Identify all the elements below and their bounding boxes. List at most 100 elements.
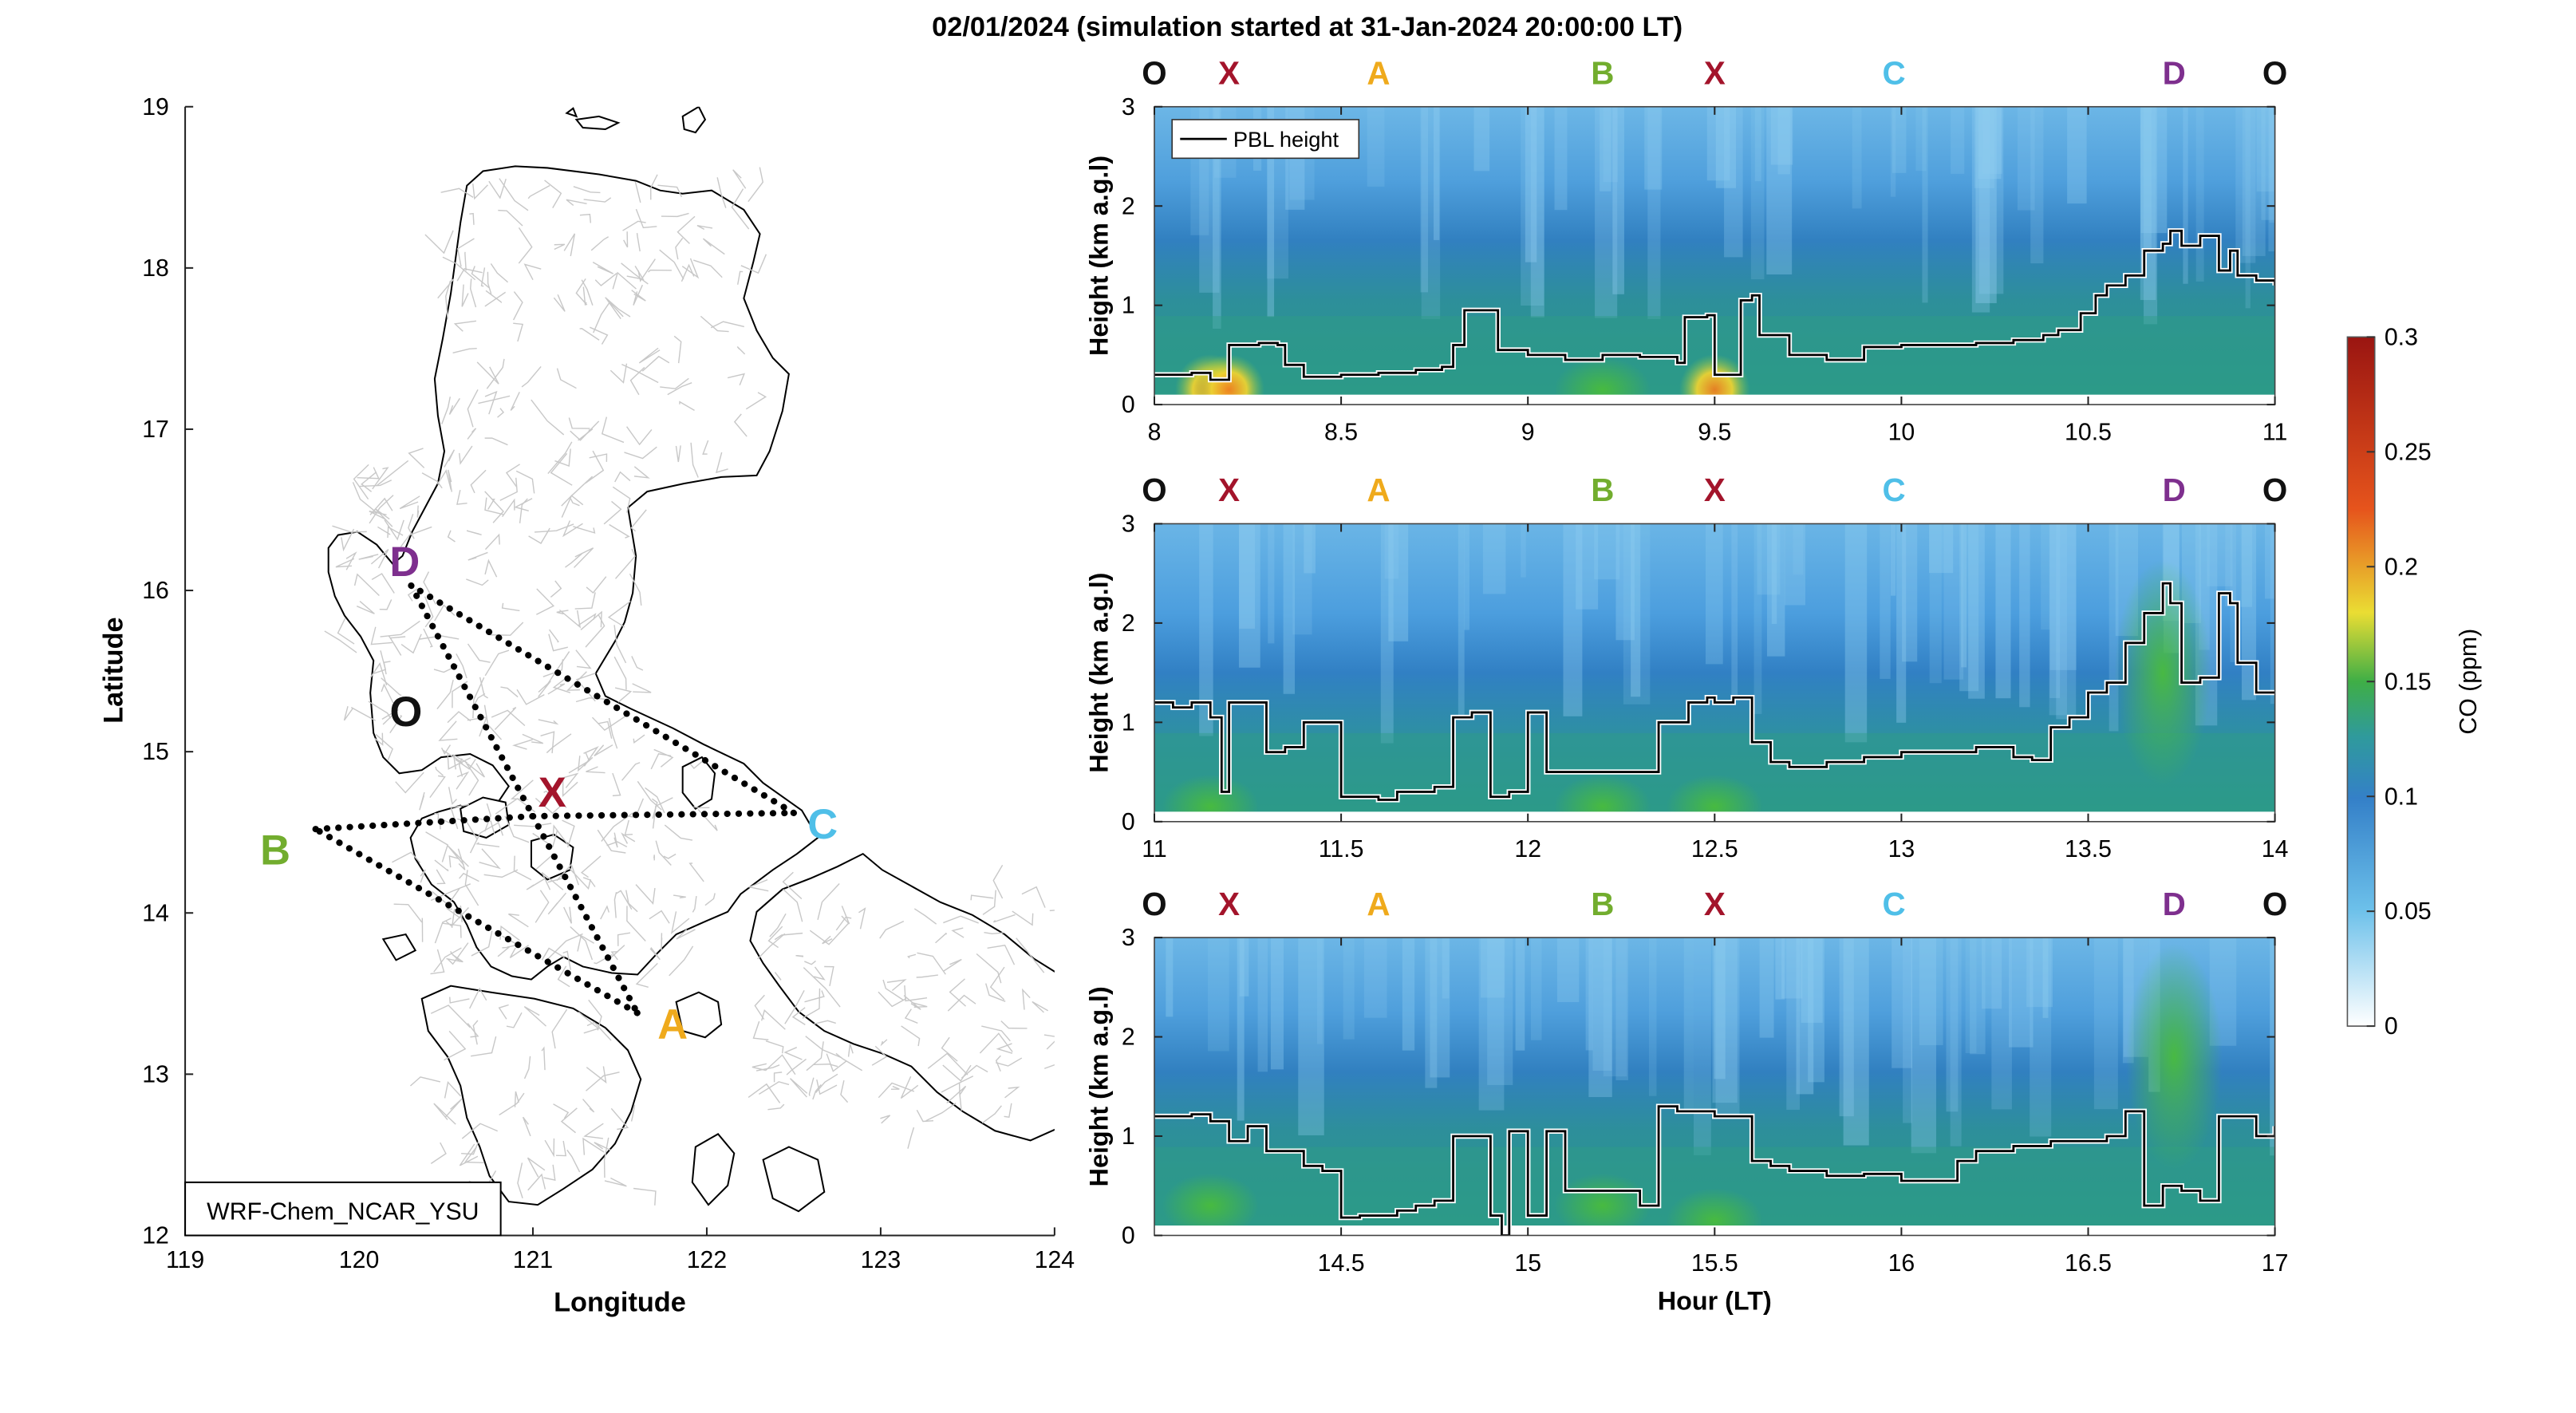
admin-boundary-line [583, 197, 612, 203]
admin-boundary-line [380, 620, 420, 637]
point-label-C: C [1882, 886, 1905, 922]
co-streak [2144, 106, 2158, 325]
co-streak [1292, 523, 1312, 635]
admin-boundary-line [475, 842, 500, 848]
admin-boundary-line [515, 470, 535, 494]
admin-boundary-line [444, 1080, 462, 1099]
admin-boundary-line [544, 180, 562, 208]
admin-boundary-line [467, 643, 491, 663]
co-streak [1481, 937, 1505, 998]
co-streak [1239, 523, 1256, 629]
admin-boundary-line [408, 514, 415, 539]
co-streak [1982, 106, 2002, 174]
model-label: WRF-Chem_NCAR_YSU [207, 1198, 479, 1225]
admin-boundary-line [613, 656, 627, 690]
admin-boundary-line [637, 780, 662, 811]
co-streak [1304, 523, 1316, 574]
admin-boundary-line [594, 273, 617, 286]
point-label-X: X [1704, 886, 1726, 922]
colorbar-tick-label: 0.25 [2385, 439, 2432, 465]
map-point-labels: O X A B C D [260, 539, 838, 1048]
point-label-O: O [1142, 54, 1166, 91]
admin-boundary-line [440, 187, 474, 198]
admin-boundary-line [491, 709, 526, 727]
north-islet-2 [681, 106, 707, 134]
admin-boundary-line [633, 1187, 657, 1206]
admin-boundary-line [575, 649, 592, 669]
admin-boundary-line [324, 630, 357, 653]
admin-boundary-line [612, 271, 637, 290]
admin-boundary-line [353, 573, 380, 596]
co-streak [1694, 937, 1711, 1155]
admin-boundary-line [605, 297, 631, 318]
panel-xlabel: Hour (LT) [1658, 1286, 1772, 1315]
admin-boundary-line [434, 604, 456, 622]
co-streak [2241, 523, 2257, 701]
admin-boundary-line [541, 947, 566, 961]
colorbar-tick-label: 0.1 [2385, 783, 2418, 810]
colorbar-ticks: 0 0.05 0.1 0.15 0.2 0.25 0.3 [2366, 324, 2432, 1040]
co-streak [2242, 106, 2266, 256]
admin-boundary-line [557, 965, 570, 988]
co-streak [1473, 106, 1490, 172]
admin-boundary-line [904, 985, 928, 1002]
admin-boundary-line [992, 914, 1016, 923]
xtick-label: 8.5 [1324, 420, 1358, 446]
admin-boundary-line [692, 895, 697, 913]
admin-boundary-line [652, 797, 673, 829]
co-streak [1603, 106, 1618, 183]
admin-boundary-line [675, 237, 684, 260]
admin-boundary-line [1004, 1086, 1020, 1099]
co-streak [1515, 937, 1525, 1051]
co-streak [1715, 106, 1737, 188]
admin-boundary-line [372, 467, 389, 490]
co-streak [2067, 106, 2087, 204]
panel-plot-area [1154, 523, 2275, 822]
co-streak [1380, 523, 1394, 744]
bicol-peninsula [749, 852, 1055, 1142]
panel-plot-area [1154, 106, 2275, 405]
admin-boundary-line [812, 1083, 822, 1100]
co-streak [2183, 106, 2188, 284]
co-streak [1777, 106, 1790, 175]
admin-boundary-line [582, 1099, 595, 1113]
admin-boundary-line [538, 681, 551, 697]
admin-boundary-line [531, 399, 565, 436]
co-streak [1978, 106, 2002, 180]
admin-boundary-line [456, 489, 467, 505]
panel-1: 8 8.5 9 9.5 10 10.5 11 0 1 2 3 Height (km a.g.l) O X A… [1084, 54, 2287, 446]
co-streak [1974, 106, 1994, 188]
admin-boundary-line [745, 392, 767, 410]
admin-boundary-line [527, 184, 550, 199]
admin-boundary-line [565, 552, 583, 568]
admin-boundary-line [469, 212, 475, 225]
admin-boundary-line [499, 1092, 525, 1116]
co-streak [1576, 523, 1599, 610]
co-streak [1683, 937, 1694, 1111]
co-streak [1563, 523, 1583, 716]
admin-boundary-line [536, 588, 555, 615]
co-streak [1852, 106, 1862, 209]
panel-ylabel: Height (km a.g.l) [1084, 156, 1113, 356]
admin-boundary-line [610, 1107, 629, 1131]
admin-boundary-line [635, 884, 656, 905]
admin-boundary-line [457, 848, 466, 870]
admin-boundary-line [789, 1078, 808, 1098]
route-segment [312, 812, 537, 833]
admin-boundary-line [467, 716, 487, 737]
point-label-C: C [1882, 472, 1905, 508]
co-streak [1950, 937, 1962, 1147]
admin-boundary-line [621, 832, 636, 844]
admin-boundary-line [590, 236, 609, 251]
co-streak [1705, 523, 1723, 665]
admin-boundary-line [369, 497, 393, 515]
map-point-O: O [389, 689, 422, 736]
co-streak [1487, 937, 1513, 1085]
xtick-label: 15 [1514, 1250, 1541, 1277]
co-streak [1991, 937, 2012, 1110]
admin-boundary-line [550, 580, 562, 598]
point-label-X: X [1218, 886, 1240, 922]
xtick-label: 13.5 [2065, 836, 2112, 862]
admin-boundary-line [689, 758, 706, 770]
admin-boundary-line [1021, 886, 1046, 908]
